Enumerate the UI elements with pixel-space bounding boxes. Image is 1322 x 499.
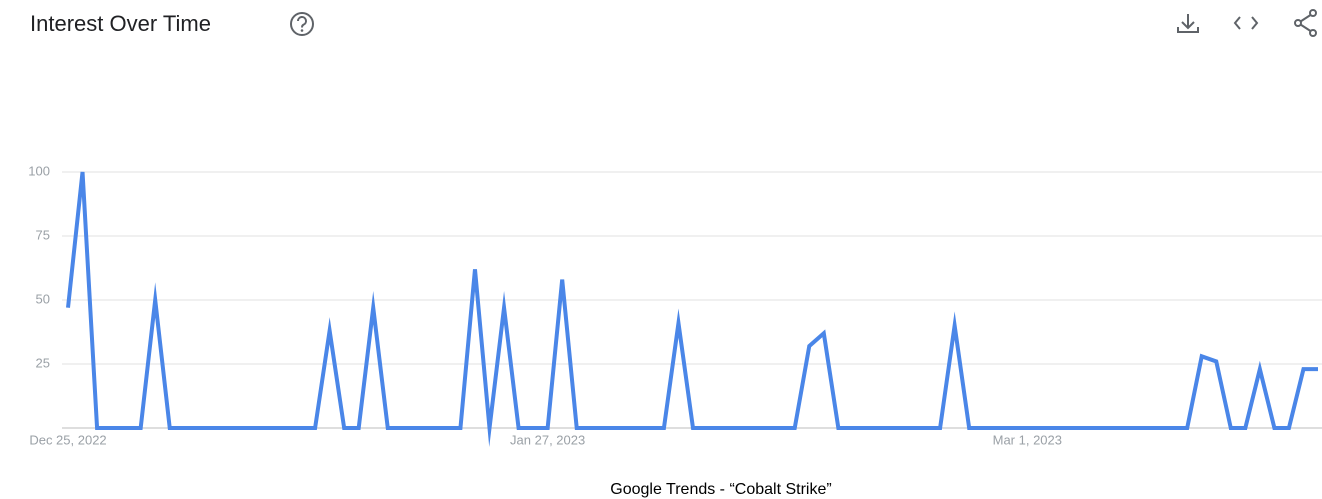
y-tick-label: 75 bbox=[36, 227, 50, 242]
x-tick-label: Dec 25, 2022 bbox=[29, 432, 106, 447]
x-tick-label: Mar 1, 2023 bbox=[993, 432, 1062, 447]
y-tick-label: 50 bbox=[36, 291, 50, 306]
chart-title: Interest Over Time bbox=[30, 11, 211, 36]
y-tick-label: 100 bbox=[28, 163, 50, 178]
y-tick-label: 25 bbox=[36, 355, 50, 370]
trend-line bbox=[66, 171, 1318, 447]
x-tick-label: Jan 27, 2023 bbox=[510, 432, 585, 447]
help-icon[interactable] bbox=[290, 12, 314, 36]
download-icon[interactable] bbox=[1177, 14, 1199, 33]
embed-icon[interactable] bbox=[1233, 16, 1259, 30]
caption: Google Trends - “Cobalt Strike” bbox=[610, 481, 831, 498]
share-icon[interactable] bbox=[1294, 9, 1317, 37]
